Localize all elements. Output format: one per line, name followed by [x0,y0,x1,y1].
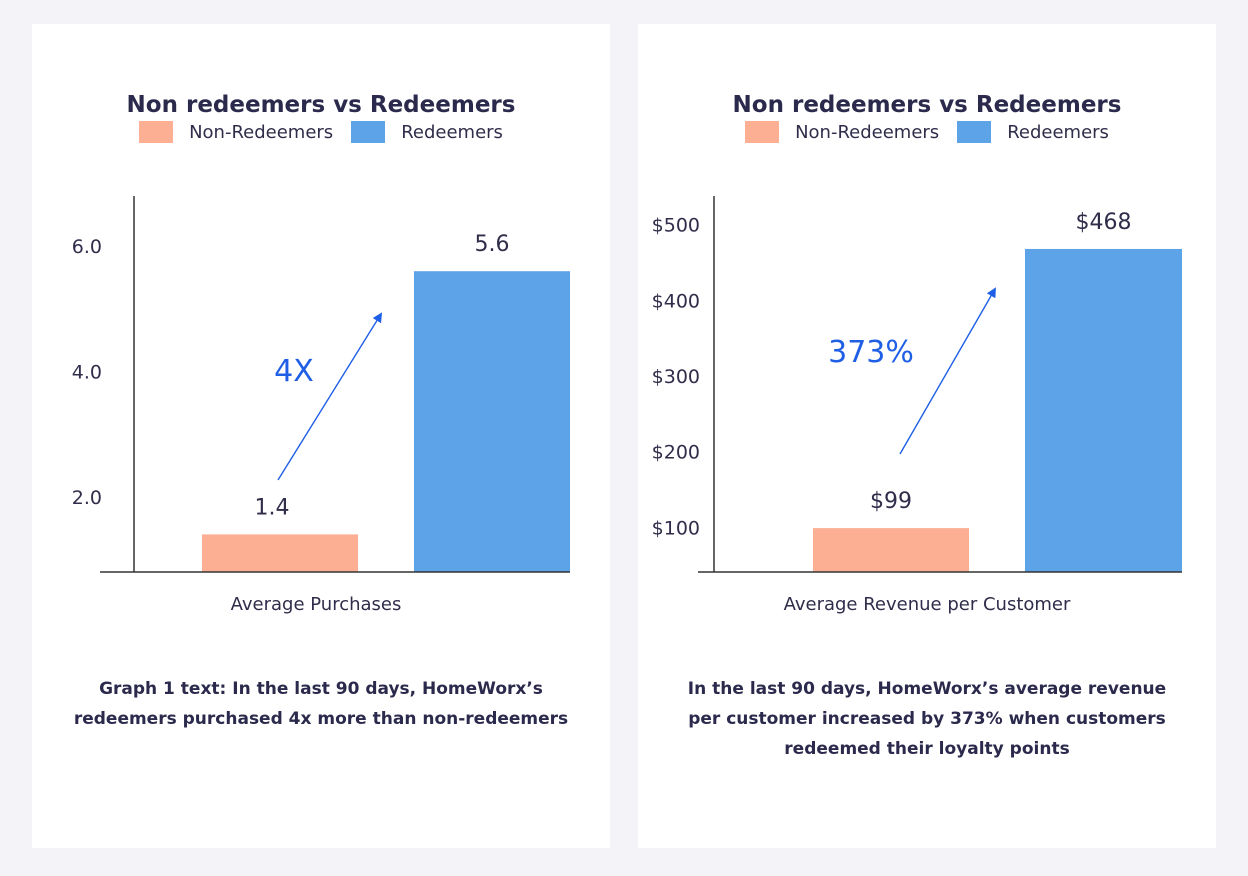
y-tick-label: 2.0 [72,487,102,509]
growth-arrow [899,287,996,455]
growth-annotation: 4X [274,354,314,389]
legend-swatch-redeemers [351,121,386,143]
bar-value-label: 5.6 [475,232,510,257]
bar-value-label: $99 [870,489,912,514]
growth-annotation: 373% [828,335,914,370]
y-tick-label: $100 [652,517,700,539]
x-axis-label: Average Purchases [230,594,402,615]
growth-arrow [277,312,383,481]
chart-title: Non redeemers vs Redeemers [126,92,516,118]
legend-item-redeemers: Redeemers [957,121,1109,143]
y-tick-label: 4.0 [72,361,102,383]
y-tick-label: 6.0 [72,236,102,258]
chart-card-purchases: Non redeemers vs Redeemers Non-Redeemers… [32,24,610,848]
bar-non-redeemers [813,528,969,572]
bar-non-redeemers [202,534,358,572]
y-tick-label: $400 [652,290,700,312]
bar-chart-purchases: 2.0 4.0 6.0 1.4 5.6 4X [72,196,570,573]
legend-swatch-non-redeemers [745,121,780,143]
chart-card-revenue: Non redeemers vs Redeemers Non-Redeemers… [638,24,1216,848]
chart-title: Non redeemers vs Redeemers [732,92,1122,118]
chart-caption: In the last 90 days, HomeWorx’s average … [687,679,1167,759]
legend-label-redeemers: Redeemers [1007,121,1109,143]
bar-redeemers [1025,248,1182,572]
x-axis-label: Average Revenue per Customer [783,594,1071,615]
chart-legend: Non-Redeemers Redeemers [638,120,1216,144]
chart-legend: Non-Redeemers Redeemers [32,120,610,144]
legend-label-non-redeemers: Non-Redeemers [795,121,940,143]
y-tick-label: $200 [652,442,700,464]
bar-value-label: $468 [1076,210,1132,235]
legend-item-redeemers: Redeemers [351,121,503,143]
legend-swatch-redeemers [957,121,992,143]
legend-item-non-redeemers: Non-Redeemers [745,121,939,143]
bar-redeemers [414,271,570,572]
bar-chart-revenue: $100 $200 $300 $400 $500 $99 $468 373% [652,196,1182,573]
chart-caption: Graph 1 text: In the last 90 days, HomeW… [73,679,569,729]
bar-value-label: 1.4 [255,495,290,520]
y-tick-label: $300 [652,366,700,388]
legend-label-redeemers: Redeemers [401,121,503,143]
legend-label-non-redeemers: Non-Redeemers [189,121,334,143]
y-tick-label: $500 [652,215,700,237]
legend-swatch-non-redeemers [139,121,174,143]
legend-item-non-redeemers: Non-Redeemers [139,121,333,143]
